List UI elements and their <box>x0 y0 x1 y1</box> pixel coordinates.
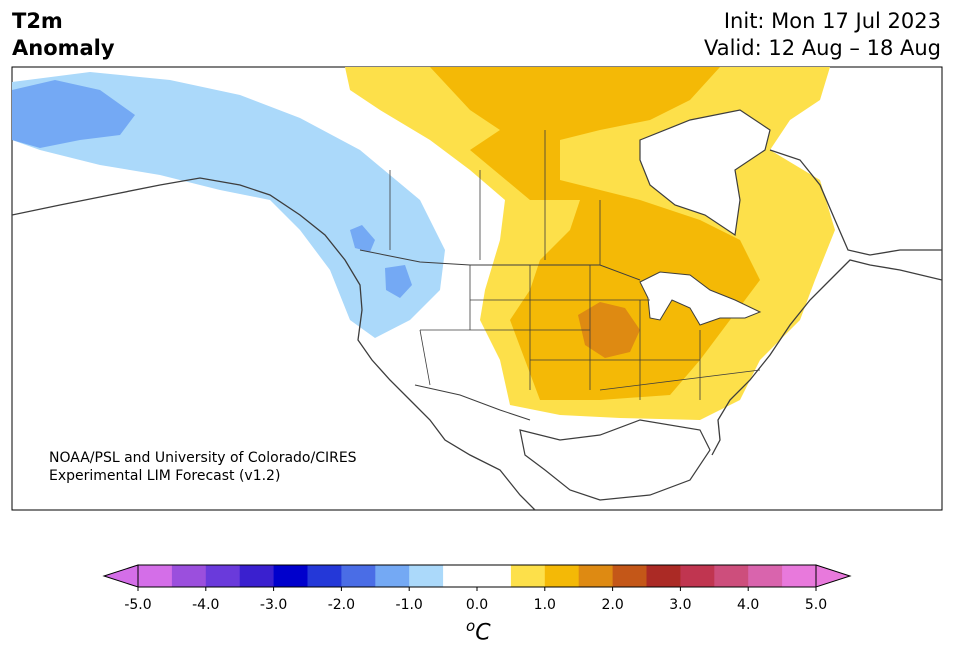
title-right: Init: Mon 17 Jul 2023 Valid: 12 Aug – 18… <box>704 8 941 62</box>
strong-negative-anomaly-pnw <box>385 265 412 298</box>
colorbar-segment <box>544 565 580 587</box>
colorbar-segment <box>646 565 681 587</box>
unit-degree: o <box>466 617 476 635</box>
strong-negative-anomaly-alaska <box>12 80 135 148</box>
colorbar-segment <box>714 565 749 587</box>
valid-range: Valid: 12 Aug – 18 Aug <box>703 36 941 60</box>
coastline-east <box>711 259 942 456</box>
colorbar-segment <box>748 565 783 587</box>
coastline-labrador <box>769 149 942 256</box>
colorbar-tick-label: 2.0 <box>601 597 624 613</box>
colorbar-over-arrow <box>815 564 852 588</box>
variable-title: T2m <box>12 9 63 33</box>
credit-line-1: NOAA/PSL and University of Colorado/CIRE… <box>49 450 357 466</box>
colorbar <box>102 564 852 591</box>
colorbar-segment <box>680 565 715 587</box>
colorbar-segment <box>612 565 647 587</box>
colorbar-segment <box>273 565 308 587</box>
colorbar-tick-label: 1.0 <box>533 597 556 613</box>
credit-line-2: Experimental LIM Forecast (v1.2) <box>49 468 281 484</box>
strong-negative-anomaly-bc <box>350 225 375 252</box>
colorbar-segment <box>375 565 410 587</box>
colorbar-tick-label: -5.0 <box>124 597 152 613</box>
colorbar-unit: oC <box>466 617 491 645</box>
colorbar-tick-label: 0.0 <box>465 597 489 613</box>
colorbar-segment <box>239 565 275 587</box>
title-left: T2m Anomaly <box>12 8 115 62</box>
colorbar-tick-label: -1.0 <box>395 597 423 613</box>
colorbar-segment <box>510 565 546 587</box>
colorbar-segment <box>477 565 512 587</box>
us-canada-border <box>359 249 641 281</box>
colorbar-segment <box>171 565 207 587</box>
coastline-west <box>12 177 536 510</box>
colorbar-segment <box>409 565 444 587</box>
colorbar-segment <box>341 565 376 587</box>
great-lakes <box>639 271 762 326</box>
colorbar-segment <box>307 565 342 587</box>
strong-positive-anomaly-region <box>430 67 760 400</box>
credit-text: NOAA/PSL and University of Colorado/CIRE… <box>49 449 357 485</box>
colorbar-segment <box>782 565 817 587</box>
colorbar-segment <box>443 565 478 587</box>
colorbar-segment <box>138 565 173 587</box>
colorbar-segment <box>578 565 614 587</box>
unit-letter: C <box>475 620 491 646</box>
us-mexico-border <box>414 384 531 421</box>
colorbar-under-arrow <box>102 564 139 588</box>
negative-anomaly-region <box>12 72 445 338</box>
init-date: Init: Mon 17 Jul 2023 <box>723 9 941 33</box>
colorbar-tick-label: 4.0 <box>737 597 760 613</box>
colorbar-segment <box>205 565 241 587</box>
state-lines <box>389 130 761 400</box>
anomaly-title: Anomaly <box>12 36 115 60</box>
gulf-of-mexico <box>519 419 711 501</box>
colorbar-tick-label: 3.0 <box>669 597 692 613</box>
peak-positive-anomaly <box>578 302 640 358</box>
colorbar-tick-label: -3.0 <box>259 597 288 613</box>
colorbar-tick-label: 5.0 <box>804 597 828 613</box>
colorbar-tick-label: -2.0 <box>327 597 356 613</box>
hudson-bay <box>639 109 771 237</box>
colorbar-tick-label: -4.0 <box>192 597 220 613</box>
